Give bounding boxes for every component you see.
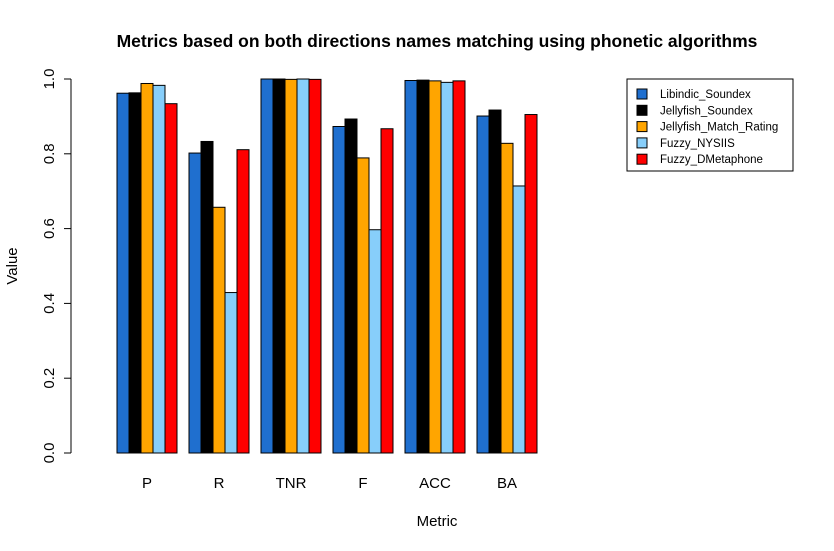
legend-swatch: [636, 104, 648, 116]
y-tick-label: 0.4: [41, 293, 58, 314]
bar-BA-Jellyfish_Soundex: [488, 109, 502, 454]
bar-R-Fuzzy_NYSIIS: [224, 292, 238, 454]
bar-P-Jellyfish_Match_Rating: [140, 82, 154, 454]
bar-BA-Jellyfish_Match_Rating: [500, 142, 514, 454]
legend-label: Jellyfish_Soundex: [660, 105, 753, 117]
bar-TNR-Fuzzy_DMetaphone: [308, 78, 322, 454]
bars: [116, 78, 538, 454]
legend-label: Jellyfish_Match_Rating: [660, 122, 778, 134]
y-tick-label: 0.8: [41, 143, 58, 164]
chart-title: Metrics based on both directions names m…: [117, 31, 758, 51]
x-axis-label: Metric: [417, 513, 458, 530]
legend-swatch: [636, 153, 648, 165]
bar-TNR-Libindic_Soundex: [260, 78, 274, 454]
bar-R-Jellyfish_Soundex: [200, 140, 214, 454]
bar-P-Libindic_Soundex: [116, 92, 130, 454]
legend-box: [626, 78, 794, 172]
bar-R-Fuzzy_DMetaphone: [236, 149, 250, 454]
x-tick-label: P: [142, 475, 152, 492]
bar-ACC-Fuzzy_DMetaphone: [452, 80, 466, 454]
y-axis: 0.0 0.2 0.4 0.6 0.8 1.0: [41, 69, 72, 464]
x-tick-label: TNR: [276, 475, 307, 492]
bar-TNR-Jellyfish_Soundex: [272, 78, 286, 454]
bar-TNR-Jellyfish_Match_Rating: [284, 78, 298, 454]
y-axis-label: Value: [4, 247, 21, 284]
bar-F-Fuzzy_DMetaphone: [380, 128, 394, 454]
y-tick-label: 0.0: [41, 443, 58, 464]
legend-swatch: [636, 88, 648, 100]
legend-label: Libindic_Soundex: [660, 89, 751, 101]
bar-ACC-Jellyfish_Match_Rating: [428, 80, 442, 454]
bar-F-Libindic_Soundex: [332, 125, 346, 454]
bar-R-Libindic_Soundex: [188, 152, 202, 454]
bar-F-Fuzzy_NYSIIS: [368, 229, 382, 454]
y-tick-label: 0.6: [41, 218, 58, 239]
y-tick-label: 1.0: [41, 69, 58, 90]
bar-ACC-Fuzzy_NYSIIS: [440, 81, 454, 454]
legend-swatch: [636, 137, 648, 149]
y-tick-label: 0.2: [41, 368, 58, 389]
bar-P-Fuzzy_DMetaphone: [164, 103, 178, 454]
bar-TNR-Fuzzy_NYSIIS: [296, 78, 310, 454]
bar-F-Jellyfish_Soundex: [344, 118, 358, 454]
x-tick-label: F: [358, 475, 367, 492]
bar-BA-Fuzzy_DMetaphone: [524, 114, 538, 454]
bar-BA-Fuzzy_NYSIIS: [512, 185, 526, 454]
x-tick-label: R: [214, 475, 225, 492]
bar-ACC-Jellyfish_Soundex: [416, 79, 430, 454]
bar-F-Jellyfish_Match_Rating: [356, 157, 370, 454]
legend-swatch: [636, 121, 648, 133]
bar-P-Jellyfish_Soundex: [128, 92, 142, 454]
x-tick-label: ACC: [419, 475, 451, 492]
legend-label: Fuzzy_NYSIIS: [660, 138, 735, 150]
bar-BA-Libindic_Soundex: [476, 115, 490, 454]
legend-label: Fuzzy_DMetaphone: [660, 154, 763, 166]
bar-ACC-Libindic_Soundex: [404, 79, 418, 454]
x-tick-label: BA: [497, 475, 517, 492]
legend: Libindic_Soundex Jellyfish_Soundex Jellyfi…: [626, 78, 794, 172]
bar-R-Jellyfish_Match_Rating: [212, 206, 226, 454]
bar-P-Fuzzy_NYSIIS: [152, 84, 166, 454]
x-tick-labels: P R TNR F ACC BA: [142, 475, 517, 492]
